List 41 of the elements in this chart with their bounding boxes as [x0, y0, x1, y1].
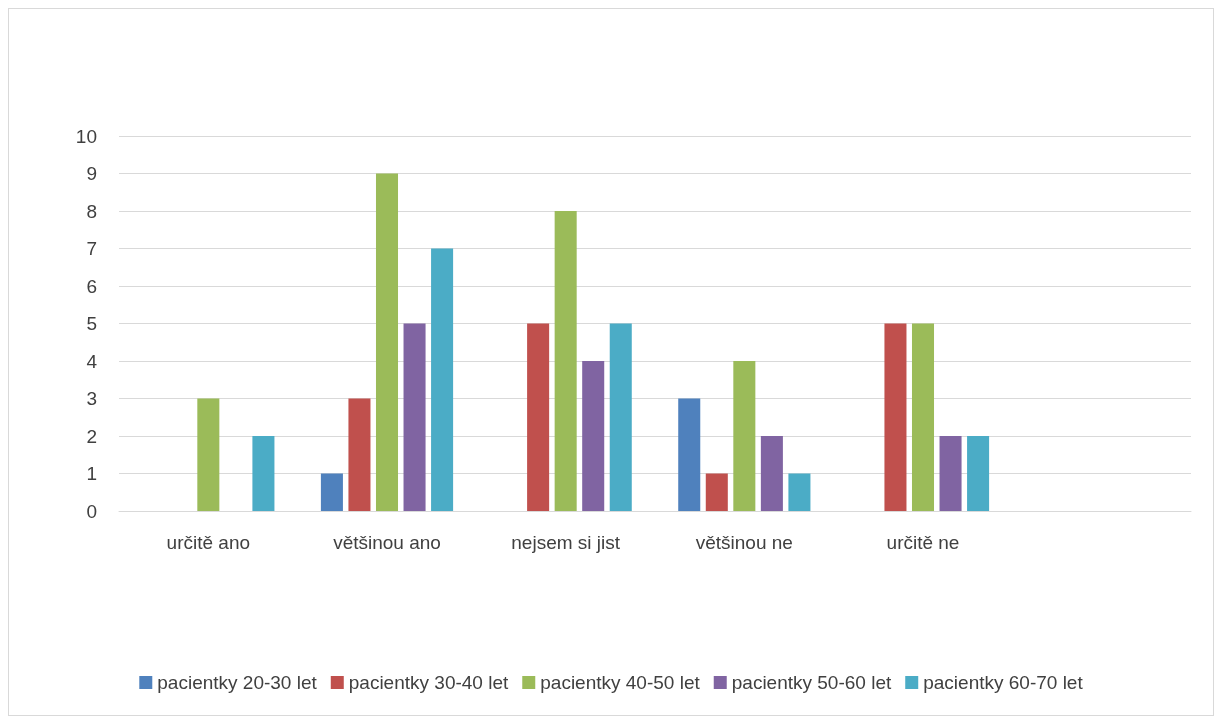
x-tick-label: většinou ano: [333, 532, 441, 553]
bar: [582, 361, 605, 511]
x-tick-label: nejsem si jist: [511, 532, 621, 553]
x-tick-label: určitě ne: [886, 532, 960, 553]
legend-label: pacientky 30-40 let: [348, 672, 509, 693]
y-tick-label: 9: [86, 163, 97, 184]
bar: [320, 473, 343, 511]
bar: [705, 473, 728, 511]
y-tick-label: 7: [86, 238, 97, 259]
y-tick-label: 5: [86, 313, 97, 334]
bar: [554, 211, 577, 511]
legend-label: pacientky 20-30 let: [157, 672, 318, 693]
y-tick-label: 3: [86, 388, 97, 409]
y-tick-label: 2: [86, 425, 97, 447]
bar: [375, 173, 399, 511]
x-tick-label: určitě ano: [166, 532, 251, 553]
bar: [527, 323, 550, 511]
bar: [197, 398, 220, 511]
legend-label: pacientky 60-70 let: [923, 672, 1084, 693]
bar: [967, 436, 990, 511]
y-tick-label: 10: [75, 125, 97, 147]
y-tick-label: 0: [86, 500, 97, 522]
legend-label: pacientky 40-50 let: [540, 672, 701, 693]
y-tick-label: 4: [86, 350, 98, 372]
bar: [609, 323, 632, 511]
bar: [252, 436, 275, 511]
x-tick-label: většinou ne: [695, 532, 793, 553]
y-tick-label: 8: [86, 200, 97, 222]
bar: [884, 323, 907, 511]
bar: [911, 323, 935, 511]
bar: [403, 323, 426, 511]
bar: [431, 248, 454, 511]
bar: [939, 436, 962, 511]
y-tick-label: 1: [86, 463, 97, 484]
legend-label: pacientky 50-60 let: [731, 672, 892, 693]
y-tick-label: 6: [86, 275, 97, 297]
bar: [348, 398, 371, 511]
bar: [733, 361, 756, 511]
bar: [678, 398, 701, 511]
bar: [760, 436, 783, 511]
bar: [788, 473, 811, 511]
